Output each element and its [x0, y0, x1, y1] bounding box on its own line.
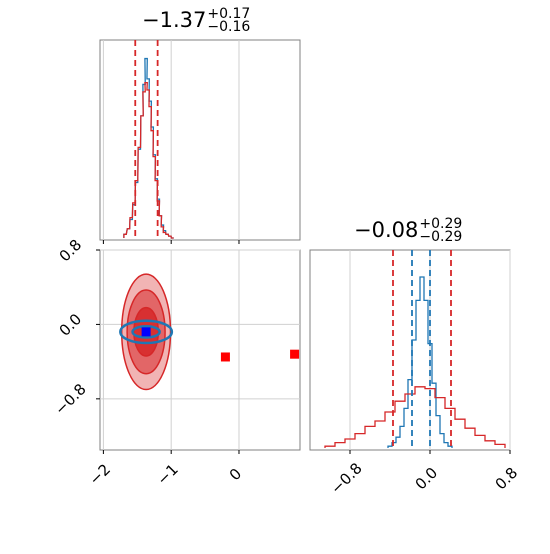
title-top-minus: −0.16 [207, 19, 251, 35]
left-x-tick-label-1: −1 [153, 460, 181, 488]
title-top-plus: +0.17 [207, 6, 251, 22]
contour-blue-outer [119, 319, 174, 345]
data-layer [119, 40, 506, 450]
panel-bottom-right-frame [309, 249, 511, 451]
title-right-value: −0.08 [354, 218, 419, 242]
right-hist-series-1 [324, 386, 506, 448]
right-x-tick-label-1: 0.0 [412, 464, 442, 494]
panel-top-left-frame [99, 39, 301, 241]
left-x-tick-label-2: 0 [226, 465, 245, 484]
left-y-tick-label-0: −0.8 [51, 380, 89, 418]
right-hist-series-0 [387, 276, 453, 448]
contour-blue-inner [131, 325, 161, 339]
left-y-tick-label-1: 0.0 [56, 310, 86, 340]
title-right-plus: +0.29 [419, 216, 463, 232]
title-top-value: −1.37 [142, 8, 207, 32]
right-x-tick-label-0: −0.8 [327, 459, 365, 497]
marker-2 [290, 349, 300, 359]
top-hist-series-1 [123, 81, 174, 239]
title-right-panel: −0.08 +0.29 −0.29 [354, 216, 463, 245]
right-x-tick-label-2: 0.8 [492, 464, 522, 494]
title-top-panel: −1.37 +0.17 −0.16 [142, 6, 251, 35]
marker-1 [220, 352, 230, 362]
grid-layer [100, 40, 511, 450]
top-hist-series-0 [123, 57, 174, 239]
marker-0 [141, 327, 151, 337]
left-x-tick-label-0: −2 [86, 460, 114, 488]
left-y-tick-label-2: 0.8 [56, 236, 86, 266]
title-right-minus: −0.29 [419, 229, 463, 245]
